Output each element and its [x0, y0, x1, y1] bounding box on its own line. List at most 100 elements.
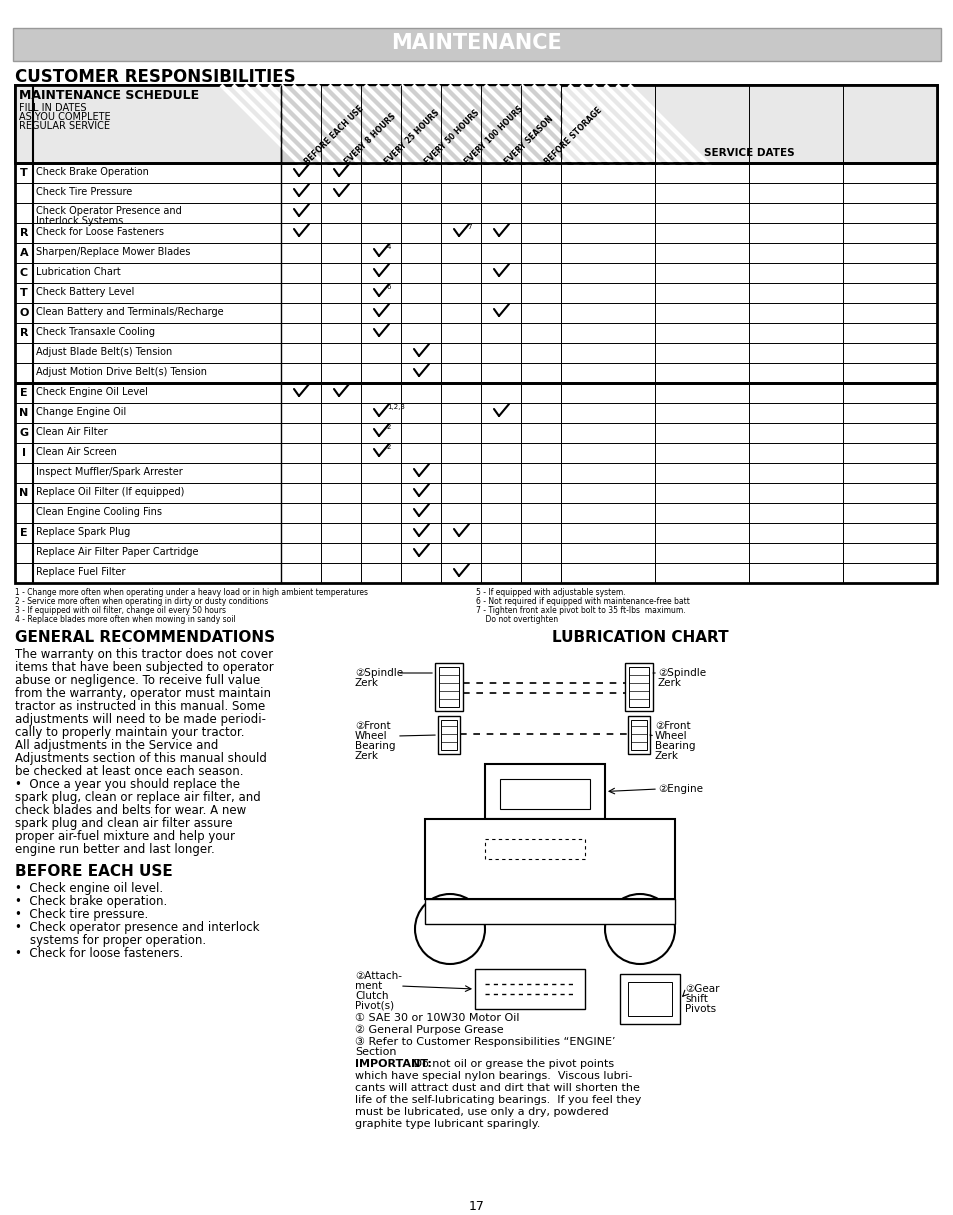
- Text: Check Engine Oil Level: Check Engine Oil Level: [36, 388, 148, 397]
- Text: 6 - Not required if equipped with maintenance-free batt: 6 - Not required if equipped with mainte…: [476, 597, 689, 606]
- Text: Check Operator Presence and: Check Operator Presence and: [36, 207, 182, 216]
- Bar: [438, 667, 458, 707]
- Text: must be lubricated, use only a dry, powdered: must be lubricated, use only a dry, powd…: [355, 1107, 608, 1117]
- Text: Check Transaxle Cooling: Check Transaxle Cooling: [36, 327, 154, 337]
- Text: R: R: [20, 228, 29, 238]
- Text: GENERAL RECOMMENDATIONS: GENERAL RECOMMENDATIONS: [15, 631, 274, 645]
- Text: Zerk: Zerk: [355, 751, 378, 761]
- Text: Replace Fuel Filter: Replace Fuel Filter: [36, 567, 126, 577]
- Text: ③ Refer to Customer Responsibilities “ENGINE’: ③ Refer to Customer Responsibilities “EN…: [355, 1036, 615, 1047]
- Text: Wheel: Wheel: [655, 731, 687, 741]
- Text: Check for Loose Fasteners: Check for Loose Fasteners: [36, 227, 164, 237]
- Text: 2: 2: [387, 443, 391, 450]
- Text: N: N: [19, 408, 29, 418]
- Text: 1 - Change more often when operating under a heavy load or in high ambient tempe: 1 - Change more often when operating und…: [15, 588, 368, 597]
- Text: Inspect Muffler/Spark Arrester: Inspect Muffler/Spark Arrester: [36, 467, 183, 477]
- Bar: [484, 764, 604, 819]
- Text: items that have been subjected to operator: items that have been subjected to operat…: [15, 661, 274, 674]
- Text: ② General Purpose Grease: ② General Purpose Grease: [355, 1025, 503, 1035]
- Text: 3 - If equipped with oil filter, change oil every 50 hours: 3 - If equipped with oil filter, change …: [15, 606, 226, 615]
- Text: 5 - If equipped with adjustable system.: 5 - If equipped with adjustable system.: [476, 588, 625, 597]
- Text: Wheel: Wheel: [355, 731, 387, 741]
- Bar: [435, 663, 462, 711]
- Text: Zerk: Zerk: [658, 678, 681, 688]
- Text: Adjust Motion Drive Belt(s) Tension: Adjust Motion Drive Belt(s) Tension: [36, 367, 207, 377]
- Text: REGULAR SERVICE: REGULAR SERVICE: [19, 122, 110, 131]
- Text: 7: 7: [467, 224, 471, 230]
- Text: Clean Engine Cooling Fins: Clean Engine Cooling Fins: [36, 507, 162, 518]
- Text: Replace Spark Plug: Replace Spark Plug: [36, 527, 131, 537]
- Text: shift: shift: [684, 994, 707, 1004]
- Bar: [624, 663, 652, 711]
- Text: 2 - Service more often when operating in dirty or dusty conditions: 2 - Service more often when operating in…: [15, 597, 268, 606]
- Text: Change Engine Oil: Change Engine Oil: [36, 407, 126, 417]
- Text: EVERY 8 HOURS: EVERY 8 HOURS: [343, 112, 397, 166]
- Text: 2: 2: [387, 424, 391, 430]
- Text: EVERY 25 HOURS: EVERY 25 HOURS: [382, 108, 441, 166]
- Text: BEFORE EACH USE: BEFORE EACH USE: [303, 104, 365, 166]
- Text: E: E: [20, 388, 28, 399]
- Text: spark plug and clean air filter assure: spark plug and clean air filter assure: [15, 816, 233, 830]
- Text: 7 - Tighten front axle pivot bolt to 35 ft-lbs  maximum.: 7 - Tighten front axle pivot bolt to 35 …: [476, 606, 685, 615]
- Text: Check Tire Pressure: Check Tire Pressure: [36, 187, 132, 197]
- Text: ① SAE 30 or 10W30 Motor Oil: ① SAE 30 or 10W30 Motor Oil: [355, 1013, 519, 1023]
- Text: ②Attach-: ②Attach-: [355, 971, 401, 981]
- Text: T: T: [20, 168, 28, 179]
- Text: Adjustments section of this manual should: Adjustments section of this manual shoul…: [15, 752, 267, 765]
- Bar: [499, 779, 589, 809]
- Text: E: E: [20, 529, 28, 538]
- Text: •  Check tire pressure.: • Check tire pressure.: [15, 908, 148, 921]
- Bar: [437, 716, 459, 755]
- Bar: [628, 667, 648, 707]
- Text: ②Spindle: ②Spindle: [658, 668, 705, 678]
- Text: Clean Air Screen: Clean Air Screen: [36, 447, 117, 457]
- Text: 17: 17: [469, 1200, 484, 1213]
- Bar: [475, 970, 584, 1008]
- Text: tractor as instructed in this manual. Some: tractor as instructed in this manual. So…: [15, 700, 265, 713]
- Text: Replace Air Filter Paper Cartridge: Replace Air Filter Paper Cartridge: [36, 547, 198, 556]
- Text: Adjust Blade Belt(s) Tension: Adjust Blade Belt(s) Tension: [36, 347, 172, 357]
- Text: ment: ment: [355, 981, 382, 991]
- Bar: [619, 974, 679, 1024]
- Text: adjustments will need to be made periodi-: adjustments will need to be made periodi…: [15, 713, 266, 727]
- Text: cants will attract dust and dirt that will shorten the: cants will attract dust and dirt that wi…: [355, 1083, 639, 1094]
- Text: 1,2,3: 1,2,3: [387, 405, 404, 409]
- Text: Sharpen/Replace Mower Blades: Sharpen/Replace Mower Blades: [36, 247, 191, 258]
- Text: SERVICE DATES: SERVICE DATES: [703, 148, 794, 158]
- Text: All adjustments in the Service and: All adjustments in the Service and: [15, 739, 218, 752]
- Text: life of the self-lubricating bearings.  If you feel they: life of the self-lubricating bearings. I…: [355, 1095, 640, 1104]
- Bar: [15, 85, 936, 583]
- Text: from the warranty, operator must maintain: from the warranty, operator must maintai…: [15, 686, 271, 700]
- Bar: [630, 720, 646, 750]
- Text: CUSTOMER RESPONSIBILITIES: CUSTOMER RESPONSIBILITIES: [15, 68, 295, 86]
- Text: Lubrication Chart: Lubrication Chart: [36, 267, 121, 277]
- Text: I: I: [22, 448, 26, 458]
- Text: LUBRICATION CHART: LUBRICATION CHART: [551, 631, 727, 645]
- Text: proper air-fuel mixture and help your: proper air-fuel mixture and help your: [15, 830, 234, 843]
- Text: O: O: [19, 307, 29, 318]
- Text: ②Front: ②Front: [655, 720, 690, 731]
- Bar: [627, 982, 671, 1016]
- Text: EVERY SEASON: EVERY SEASON: [502, 114, 555, 166]
- Text: 4: 4: [387, 244, 391, 250]
- Text: G: G: [19, 428, 29, 437]
- Text: Zerk: Zerk: [655, 751, 679, 761]
- Bar: [627, 716, 649, 755]
- Text: BEFORE STORAGE: BEFORE STORAGE: [542, 106, 603, 166]
- Text: Check Brake Operation: Check Brake Operation: [36, 166, 149, 177]
- Bar: [424, 819, 675, 899]
- Text: Zerk: Zerk: [355, 678, 378, 688]
- Text: T: T: [20, 288, 28, 298]
- Text: •  Check brake operation.: • Check brake operation.: [15, 895, 167, 908]
- Text: Clean Battery and Terminals/Recharge: Clean Battery and Terminals/Recharge: [36, 307, 223, 317]
- Text: systems for proper operation.: systems for proper operation.: [15, 934, 206, 946]
- Text: ②Front: ②Front: [355, 720, 390, 731]
- Text: Clutch: Clutch: [355, 991, 388, 1001]
- Text: Do not overtighten: Do not overtighten: [476, 615, 558, 625]
- Text: N: N: [19, 488, 29, 498]
- Text: engine run better and last longer.: engine run better and last longer.: [15, 843, 214, 857]
- Text: Bearing: Bearing: [355, 741, 395, 751]
- Text: •  Check engine oil level.: • Check engine oil level.: [15, 882, 163, 895]
- Bar: [281, 85, 560, 163]
- Text: be checked at least once each season.: be checked at least once each season.: [15, 765, 243, 778]
